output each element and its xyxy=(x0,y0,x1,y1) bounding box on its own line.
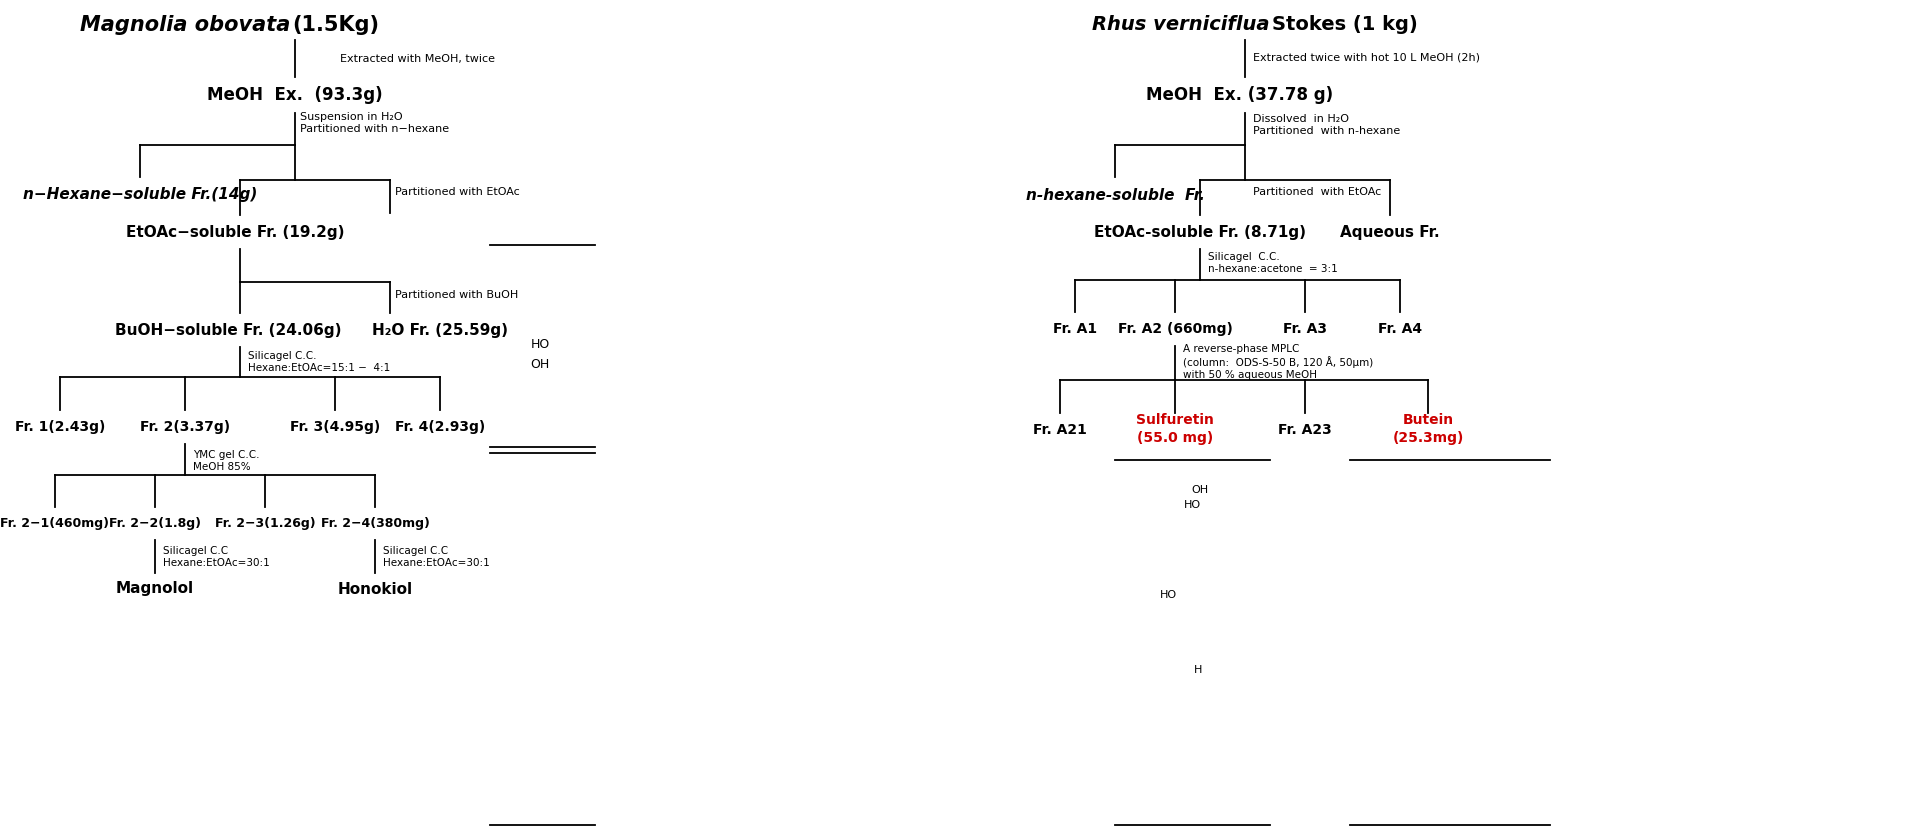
Text: Aqueous Fr.: Aqueous Fr. xyxy=(1341,225,1440,240)
Text: Partitioned with BuOH: Partitioned with BuOH xyxy=(395,290,518,300)
Text: Silicagel  C.C.
n-hexane:acetone  = 3:1: Silicagel C.C. n-hexane:acetone = 3:1 xyxy=(1208,252,1337,274)
Text: Fr. 2−4(380mg): Fr. 2−4(380mg) xyxy=(320,517,430,529)
Text: Magnolol: Magnolol xyxy=(115,581,194,596)
Text: Honokiol: Honokiol xyxy=(338,581,412,596)
Text: OH: OH xyxy=(531,358,550,372)
Text: OH: OH xyxy=(1191,485,1208,495)
Text: Silicagel C.C.
Hexane:EtOAc=15:1 −  4:1: Silicagel C.C. Hexane:EtOAc=15:1 − 4:1 xyxy=(247,352,389,372)
Text: Fr. A23: Fr. A23 xyxy=(1277,423,1331,437)
Text: Fr. 2(3.37g): Fr. 2(3.37g) xyxy=(140,420,230,434)
Text: Dissolved  in H₂O
Partitioned  with n-hexane: Dissolved in H₂O Partitioned with n-hexa… xyxy=(1252,114,1400,136)
Text: A reverse-phase MPLC
(column:  ODS-S-50 B, 120 Å, 50μm)
with 50 % aqueous MeOH: A reverse-phase MPLC (column: ODS-S-50 B… xyxy=(1183,344,1373,380)
Text: H₂O Fr. (25.59g): H₂O Fr. (25.59g) xyxy=(372,322,508,337)
Text: Fr. A4: Fr. A4 xyxy=(1377,322,1421,336)
Text: Fr. 2−2(1.8g): Fr. 2−2(1.8g) xyxy=(109,517,201,529)
Text: Fr. 2−1(460mg): Fr. 2−1(460mg) xyxy=(0,517,109,529)
Text: Fr. A1: Fr. A1 xyxy=(1053,322,1097,336)
Text: MeOH  Ex. (37.78 g): MeOH Ex. (37.78 g) xyxy=(1147,86,1333,104)
Text: HO: HO xyxy=(531,338,550,352)
Text: Sulfuretin: Sulfuretin xyxy=(1135,413,1214,427)
Text: Butein: Butein xyxy=(1402,413,1454,427)
Text: MeOH  Ex.  (93.3g): MeOH Ex. (93.3g) xyxy=(207,86,384,104)
Text: Partitioned  with EtOAc: Partitioned with EtOAc xyxy=(1252,187,1381,197)
Text: Fr. A3: Fr. A3 xyxy=(1283,322,1327,336)
Text: Fr. 4(2.93g): Fr. 4(2.93g) xyxy=(395,420,485,434)
Text: Silicagel C.C
Hexane:EtOAc=30:1: Silicagel C.C Hexane:EtOAc=30:1 xyxy=(163,546,270,568)
Text: n−Hexane−soluble Fr.(14g): n−Hexane−soluble Fr.(14g) xyxy=(23,188,257,203)
Text: Fr. 2−3(1.26g): Fr. 2−3(1.26g) xyxy=(215,517,315,529)
Text: Suspension in H₂O
Partitioned with n−hexane: Suspension in H₂O Partitioned with n−hex… xyxy=(299,112,449,134)
Text: YMC gel C.C.
MeOH 85%: YMC gel C.C. MeOH 85% xyxy=(194,450,259,472)
Text: Magnolia obovata: Magnolia obovata xyxy=(81,15,290,35)
Text: Rhus verniciflua: Rhus verniciflua xyxy=(1093,16,1270,34)
Text: HO: HO xyxy=(1183,500,1201,510)
Text: Stokes (1 kg): Stokes (1 kg) xyxy=(1272,16,1417,34)
Text: Extracted twice with hot 10 L MeOH (2h): Extracted twice with hot 10 L MeOH (2h) xyxy=(1252,52,1481,62)
Text: (25.3mg): (25.3mg) xyxy=(1392,431,1463,445)
Text: BuOH−soluble Fr. (24.06g): BuOH−soluble Fr. (24.06g) xyxy=(115,322,341,337)
Text: Silicagel C.C
Hexane:EtOAc=30:1: Silicagel C.C Hexane:EtOAc=30:1 xyxy=(384,546,489,568)
Text: HO: HO xyxy=(1160,590,1178,600)
Text: H: H xyxy=(1193,665,1203,675)
Text: (55.0 mg): (55.0 mg) xyxy=(1137,431,1212,445)
Text: Fr. 1(2.43g): Fr. 1(2.43g) xyxy=(15,420,105,434)
Text: Fr. A21: Fr. A21 xyxy=(1034,423,1088,437)
Text: (1.5Kg): (1.5Kg) xyxy=(292,15,380,35)
Text: Extracted with MeOH, twice: Extracted with MeOH, twice xyxy=(339,54,495,64)
Text: EtOAc-soluble Fr. (8.71g): EtOAc-soluble Fr. (8.71g) xyxy=(1093,225,1306,240)
Text: Fr. A2 (660mg): Fr. A2 (660mg) xyxy=(1118,322,1233,336)
Text: Fr. 3(4.95g): Fr. 3(4.95g) xyxy=(290,420,380,434)
Text: Partitioned with EtOAc: Partitioned with EtOAc xyxy=(395,187,520,197)
Text: n-hexane-soluble  Fr.: n-hexane-soluble Fr. xyxy=(1026,188,1205,203)
Text: EtOAc−soluble Fr. (19.2g): EtOAc−soluble Fr. (19.2g) xyxy=(127,225,343,240)
